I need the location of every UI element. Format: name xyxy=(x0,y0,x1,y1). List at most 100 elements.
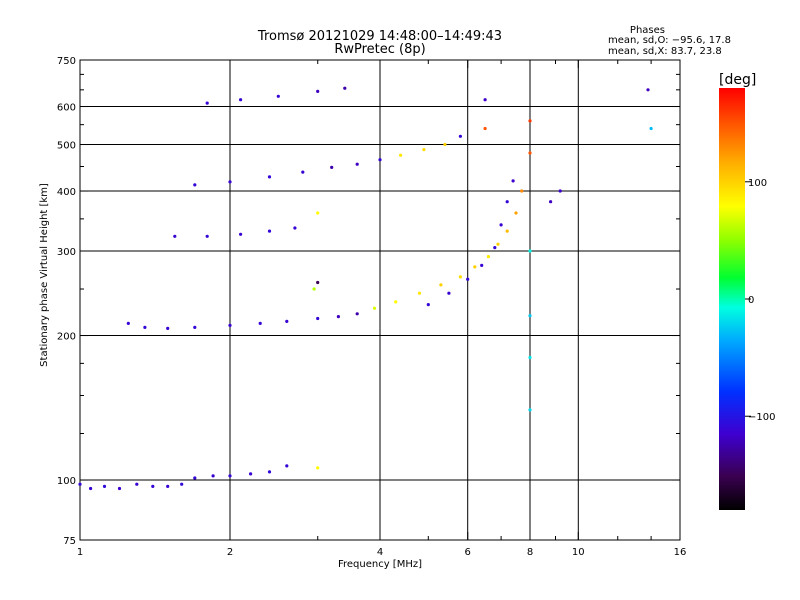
echo-point xyxy=(193,183,197,187)
x-tick-label: 16 xyxy=(674,547,687,558)
x-tick-label: 4 xyxy=(377,547,383,558)
echo-point xyxy=(511,179,515,183)
echo-point xyxy=(422,148,426,152)
echo-point xyxy=(378,158,382,162)
echo-point xyxy=(316,211,320,215)
echo-point xyxy=(166,484,170,488)
echo-point xyxy=(78,482,82,486)
colorbar xyxy=(719,88,745,510)
echo-point xyxy=(102,484,107,488)
echo-point xyxy=(473,265,477,269)
x-tick-label: 6 xyxy=(465,547,471,558)
echo-point xyxy=(528,314,532,318)
chart-subtitle: RwPretec (8p) xyxy=(334,42,425,57)
echo-point xyxy=(330,165,334,169)
echo-point xyxy=(399,153,403,157)
echo-point xyxy=(293,226,297,230)
grid-lines xyxy=(80,60,680,540)
axis-ticks: 1 2 4 6 8 10 16 75 100 200 300 400 500 600 750 xyxy=(57,56,686,558)
echo-point xyxy=(258,321,262,325)
echo-point xyxy=(151,484,155,488)
phase-info-o: mean, sd,O: −95.6, 17.8 xyxy=(608,35,731,46)
phase-info-heading: Phases xyxy=(630,25,665,36)
echo-point xyxy=(89,486,93,491)
echo-point xyxy=(267,175,272,179)
x-tick-label: 1 xyxy=(77,547,83,558)
echo-point xyxy=(301,170,305,174)
echo-point xyxy=(483,98,487,102)
echo-point xyxy=(205,101,209,105)
echo-point xyxy=(343,86,347,90)
echo-point xyxy=(239,98,243,102)
echo-point xyxy=(549,200,553,204)
echo-point xyxy=(355,162,359,166)
echo-point xyxy=(180,482,184,486)
echo-point xyxy=(443,142,447,147)
echo-point xyxy=(558,189,562,193)
colorbar-tick-label: 100 xyxy=(748,178,767,189)
echo-point xyxy=(486,255,490,259)
echo-point xyxy=(649,126,653,131)
echo-point xyxy=(267,470,272,474)
chart-title: Tromsø 20121029 14:48:00–14:49:43 xyxy=(257,29,502,44)
echo-point xyxy=(505,200,509,204)
echo-point xyxy=(173,234,177,238)
echo-point xyxy=(135,482,139,486)
echo-point xyxy=(466,277,470,281)
x-tick-label: 10 xyxy=(572,547,585,558)
echo-point xyxy=(483,126,487,131)
y-tick-label: 750 xyxy=(57,56,76,67)
echo-point xyxy=(316,89,320,93)
echo-point xyxy=(528,119,532,123)
echo-point xyxy=(316,316,320,321)
echo-point xyxy=(480,263,484,267)
echo-point xyxy=(528,408,532,412)
y-tick-label: 400 xyxy=(57,187,76,198)
echo-point xyxy=(499,223,503,227)
echo-point xyxy=(193,476,197,480)
echo-point xyxy=(205,234,209,238)
x-tick-label: 2 xyxy=(227,547,233,558)
colorbar-tick-label: −100 xyxy=(748,412,775,423)
colorbar-ticks: 100 0 −100 xyxy=(745,178,775,423)
y-tick-label: 100 xyxy=(57,476,76,487)
echo-point xyxy=(417,291,422,295)
echo-point xyxy=(267,229,272,233)
y-tick-label: 500 xyxy=(57,141,76,152)
echo-point xyxy=(528,151,532,155)
echo-point xyxy=(426,303,430,307)
colorbar-label: [deg] xyxy=(719,72,756,88)
echo-point xyxy=(528,355,532,360)
echo-point xyxy=(228,323,232,327)
y-tick-label: 300 xyxy=(57,247,76,258)
y-tick-label: 600 xyxy=(57,103,76,114)
x-axis-label: Frequency [MHz] xyxy=(338,559,422,570)
echo-point xyxy=(249,472,253,476)
echo-point xyxy=(166,326,170,330)
echo-point xyxy=(439,283,443,287)
echo-point xyxy=(143,325,147,329)
echo-point xyxy=(285,464,289,468)
echo-point xyxy=(228,180,232,184)
y-tick-label: 200 xyxy=(57,332,76,343)
echo-point xyxy=(493,246,497,250)
echo-point xyxy=(458,275,462,279)
echo-points xyxy=(78,86,653,491)
y-tick-label: 75 xyxy=(63,536,76,547)
x-tick-label: 8 xyxy=(527,547,533,558)
echo-point xyxy=(458,134,462,138)
echo-point xyxy=(239,232,243,236)
echo-point xyxy=(211,474,215,478)
echo-point xyxy=(312,287,316,291)
echo-point xyxy=(193,325,197,329)
echo-point xyxy=(372,306,377,310)
echo-point xyxy=(447,291,451,295)
echo-point xyxy=(505,229,509,233)
echo-point xyxy=(496,242,500,246)
echo-point xyxy=(520,189,524,193)
echo-point xyxy=(117,486,122,491)
colorbar-tick-label: 0 xyxy=(748,295,754,306)
echo-point xyxy=(316,466,320,470)
echo-point xyxy=(514,211,518,215)
